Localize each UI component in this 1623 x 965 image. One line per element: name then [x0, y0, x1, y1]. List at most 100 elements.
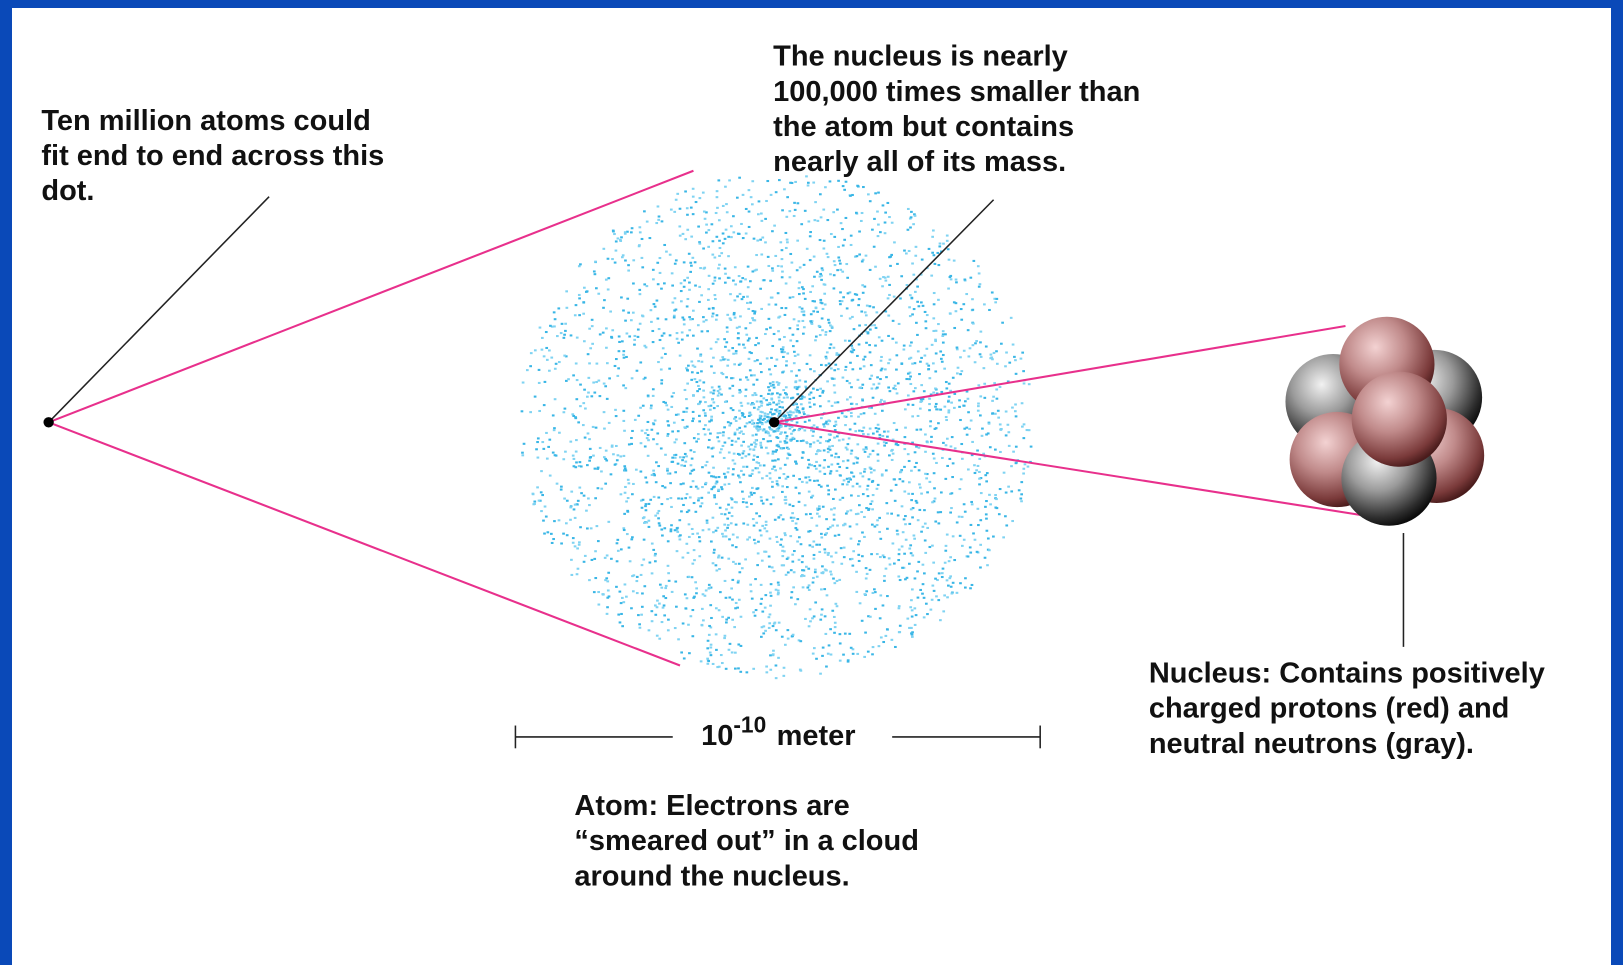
electron-dot: [857, 494, 860, 498]
electron-dot: [727, 616, 730, 619]
electron-dot: [586, 432, 590, 435]
electron-dot: [647, 525, 651, 528]
electron-dot: [905, 576, 909, 579]
electron-dot: [645, 437, 649, 440]
electron-dot: [771, 267, 774, 270]
electron-dot: [911, 362, 914, 365]
electron-dot: [794, 522, 798, 525]
electron-dot: [903, 552, 906, 555]
electron-dot: [893, 241, 896, 244]
electron-dot: [609, 473, 613, 476]
electron-dot: [796, 406, 799, 409]
electron-dot: [867, 455, 870, 458]
electron-dot: [623, 467, 627, 470]
electron-dot: [780, 306, 784, 310]
electron-dot: [768, 368, 771, 371]
electron-dot: [995, 362, 999, 365]
electron-dot: [967, 355, 971, 358]
electron-dot: [790, 397, 793, 400]
electron-dot: [701, 466, 704, 469]
electron-dot: [739, 615, 743, 618]
electron-dot: [692, 334, 695, 337]
electron-dot: [927, 364, 931, 367]
electron-dot: [753, 542, 757, 545]
electron-dot: [660, 287, 663, 290]
electron-dot: [742, 432, 745, 436]
electron-dot: [784, 573, 788, 576]
electron-dot: [878, 436, 882, 439]
electron-dot: [639, 361, 643, 364]
electron-dot: [549, 324, 552, 327]
scale-base: 10: [701, 720, 733, 752]
electron-dot: [717, 489, 720, 492]
electron-dot: [658, 256, 662, 260]
electron-dot: [881, 285, 884, 288]
electron-dot: [698, 540, 702, 543]
electron-dot: [867, 615, 870, 618]
electron-dot: [633, 338, 637, 341]
electron-dot: [860, 619, 864, 622]
electron-dot: [784, 307, 788, 310]
electron-dot: [657, 509, 661, 513]
electron-dot: [865, 590, 869, 593]
electron-dot: [833, 235, 837, 238]
electron-dot: [616, 454, 620, 457]
electron-dot: [814, 453, 818, 456]
electron-dot: [787, 447, 790, 451]
electron-dot: [675, 527, 679, 530]
electron-dot: [642, 538, 646, 541]
electron-dot: [755, 400, 759, 403]
electron-dot: [947, 258, 951, 261]
electron-dot: [691, 562, 695, 565]
electron-dot: [722, 358, 725, 361]
electron-dot: [869, 502, 873, 505]
electron-dot: [774, 254, 778, 257]
electron-dot: [863, 285, 867, 288]
electron-dot: [687, 252, 691, 255]
electron-dot: [641, 404, 645, 407]
electron-dot: [861, 555, 864, 558]
electron-dot: [724, 228, 728, 231]
zoom-line: [48, 169, 694, 424]
electron-dot: [949, 575, 952, 578]
electron-dot: [814, 601, 818, 604]
electron-dot: [652, 303, 656, 306]
electron-dot: [803, 209, 807, 212]
electron-dot: [688, 288, 691, 291]
electron-dot: [962, 404, 966, 407]
electron-dot: [788, 296, 792, 299]
electron-dot: [738, 378, 742, 381]
electron-dot: [906, 372, 910, 375]
electron-dot: [858, 429, 861, 432]
electron-dot: [789, 252, 793, 256]
electron-dot: [878, 516, 881, 519]
electron-dot: [733, 433, 737, 436]
electron-dot: [581, 424, 585, 427]
electron-dot: [567, 378, 570, 381]
electron-dot: [690, 235, 694, 238]
electron-dot: [874, 427, 878, 430]
electron-dot: [805, 565, 808, 568]
electron-dot: [769, 428, 772, 431]
electron-dot: [727, 255, 730, 258]
electron-dot: [730, 587, 733, 590]
electron-dot: [766, 415, 769, 418]
electron-dot: [804, 385, 808, 388]
electron-dot: [777, 591, 780, 594]
electron-dot: [1027, 383, 1031, 386]
electron-dot: [950, 401, 953, 404]
electron-dot: [758, 414, 762, 417]
electron-dot: [828, 180, 832, 183]
electron-dot: [564, 450, 567, 453]
electron-dot: [919, 360, 922, 363]
electron-dot: [924, 320, 928, 323]
electron-dot: [588, 438, 591, 441]
electron-dot: [652, 423, 656, 426]
electron-dot: [807, 567, 811, 570]
electron-dot: [798, 306, 802, 309]
electron-dot: [751, 518, 755, 521]
electron-dot: [697, 384, 700, 387]
electron-dot: [752, 406, 756, 409]
electron-dot: [967, 411, 970, 414]
electron-dot: [736, 452, 740, 455]
